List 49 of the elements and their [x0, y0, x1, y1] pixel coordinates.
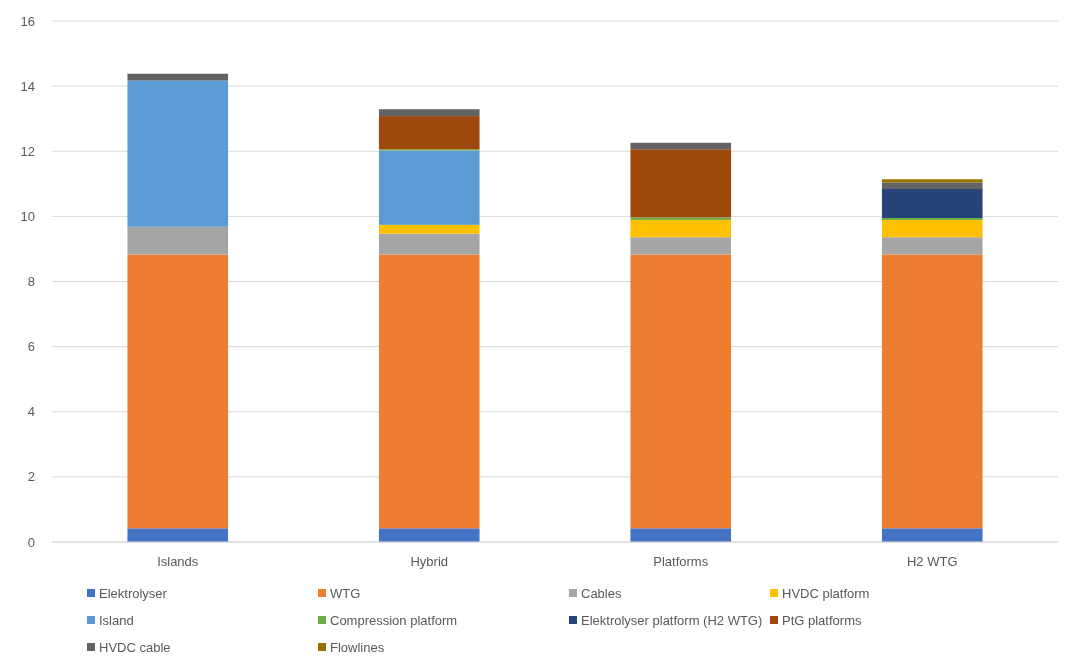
legend-label: Compression platform	[330, 612, 458, 628]
bar	[630, 142, 732, 150]
legend-label: PtG platforms	[782, 612, 862, 628]
legend-label: Cables	[581, 585, 622, 601]
bar	[127, 73, 229, 81]
legend-label: Elektrolyser platform (H2 WTG)	[581, 612, 763, 628]
bar	[378, 109, 480, 117]
bar	[378, 528, 480, 542]
y-tick-label: 10	[20, 208, 35, 224]
x-tick-label: Platforms	[653, 554, 709, 569]
bar	[881, 237, 983, 255]
bar	[630, 254, 732, 529]
bar	[630, 217, 732, 220]
bar	[378, 233, 480, 255]
bar	[630, 149, 732, 218]
bar	[881, 179, 983, 183]
bar	[378, 254, 480, 529]
bar	[378, 224, 480, 234]
bar	[881, 189, 983, 218]
bar	[630, 528, 732, 542]
y-tick-label: 12	[20, 143, 35, 159]
bar	[630, 219, 732, 238]
x-tick-label: H2 WTG	[906, 554, 958, 569]
x-tick-label: Islands	[157, 554, 199, 569]
bar	[378, 150, 480, 225]
y-tick-label: 2	[27, 469, 35, 485]
y-tick-label: 14	[20, 78, 35, 94]
legend-label: Flowlines	[330, 639, 385, 655]
y-tick-label: 16	[20, 13, 35, 29]
y-tick-label: 0	[27, 534, 35, 550]
legend-label: HVDC cable	[99, 639, 171, 655]
bar	[127, 528, 229, 542]
bar	[127, 80, 229, 227]
y-tick-label: 4	[27, 404, 35, 420]
y-tick-label: 6	[27, 339, 35, 355]
bar	[881, 254, 983, 529]
legend-label: WTG	[330, 585, 361, 601]
legend-label: Elektrolyser	[99, 585, 168, 601]
bar	[378, 116, 480, 150]
legend-label: Island	[99, 612, 134, 628]
bar	[630, 237, 732, 255]
x-tick-label: Hybrid	[410, 554, 449, 569]
bar	[881, 528, 983, 542]
bar	[881, 182, 983, 190]
y-tick-label: 8	[27, 274, 35, 290]
bar	[881, 219, 983, 238]
bar	[127, 226, 229, 255]
bar	[127, 254, 229, 529]
legend-label: HVDC platform	[782, 585, 870, 601]
